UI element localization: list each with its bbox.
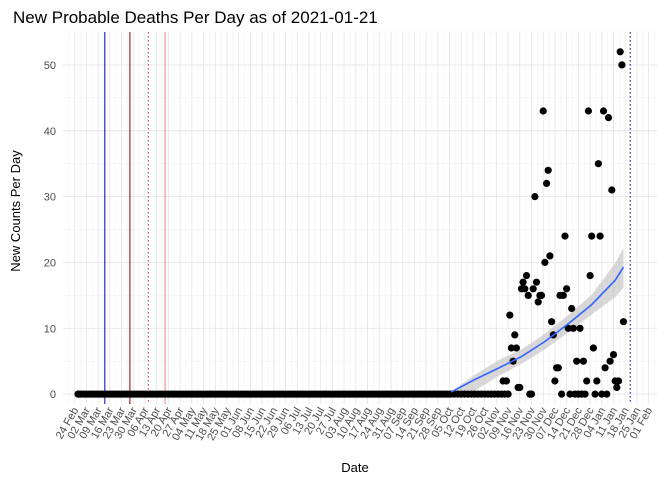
data-point — [576, 324, 584, 332]
data-point — [619, 318, 628, 326]
y-tick-label: 50 — [44, 60, 56, 72]
data-point — [504, 390, 512, 398]
data-point — [561, 232, 569, 240]
data-point — [569, 324, 577, 332]
data-point — [522, 272, 531, 280]
data-point — [598, 390, 606, 398]
data-point — [541, 258, 549, 266]
y-tick-labels: 0 10 20 30 40 50 — [44, 60, 56, 401]
data-point — [521, 285, 529, 293]
data-point — [583, 377, 591, 385]
data-point — [593, 377, 601, 385]
data-point — [604, 114, 613, 122]
y-axis-title: New Counts Per Day — [8, 150, 23, 272]
data-point — [606, 357, 614, 365]
data-point — [609, 351, 618, 359]
data-point — [511, 331, 519, 339]
data-point — [588, 232, 596, 240]
data-point — [601, 364, 609, 372]
data-point — [543, 179, 551, 187]
data-point — [573, 357, 581, 365]
data-point — [532, 278, 541, 286]
data-point — [608, 186, 616, 194]
data-point — [616, 48, 624, 56]
data-point — [563, 285, 571, 293]
data-point — [551, 377, 559, 385]
data-point — [539, 107, 547, 115]
x-axis-title: Date — [341, 460, 368, 475]
zero-baseline — [74, 390, 454, 398]
data-point — [613, 383, 621, 392]
data-point — [74, 390, 82, 398]
data-point — [564, 324, 572, 332]
data-point — [554, 364, 562, 372]
data-point — [534, 298, 542, 306]
y-tick-label: 40 — [44, 126, 56, 138]
data-point — [596, 232, 604, 240]
data-point — [599, 107, 608, 115]
data-point — [586, 272, 594, 280]
data-point — [519, 278, 527, 286]
grid — [63, 31, 657, 404]
data-point — [614, 377, 623, 385]
data-point — [544, 166, 552, 174]
smooth-line-layer — [450, 266, 625, 393]
data-point — [529, 285, 537, 293]
data-point — [512, 344, 521, 352]
data-point — [559, 291, 567, 299]
y-tick-label: 30 — [44, 192, 56, 204]
data-point — [537, 291, 546, 299]
data-point — [618, 61, 626, 69]
data-point — [584, 107, 593, 115]
y-tick-label: 10 — [44, 323, 56, 335]
chart-title: New Probable Deaths Per Day as of 2021-0… — [13, 8, 378, 27]
data-point — [548, 318, 556, 326]
data-point — [516, 383, 524, 392]
smooth-line — [450, 266, 625, 393]
data-point — [594, 160, 603, 168]
y-tick-label: 20 — [44, 257, 56, 269]
reference-lines — [104, 32, 631, 404]
data-point — [507, 344, 515, 352]
data-point — [527, 390, 536, 398]
data-point — [589, 344, 598, 352]
data-point — [531, 193, 539, 201]
data-point — [524, 291, 532, 299]
data-point — [591, 390, 599, 398]
data-point — [566, 390, 574, 398]
data-point — [579, 357, 588, 365]
points — [447, 48, 628, 398]
data-point — [558, 390, 566, 398]
data-point — [502, 377, 510, 385]
y-tick-label: 0 — [50, 389, 56, 401]
data-point — [568, 304, 576, 313]
data-point — [546, 252, 554, 260]
data-point — [581, 390, 589, 398]
data-point — [603, 390, 611, 398]
data-point — [506, 311, 514, 319]
